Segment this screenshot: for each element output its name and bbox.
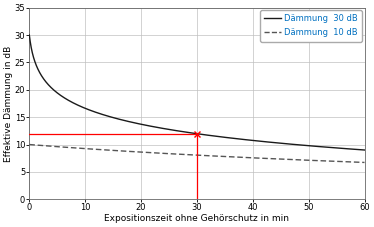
X-axis label: Expositionszeit ohne Gehörschutz in min: Expositionszeit ohne Gehörschutz in min	[104, 214, 289, 223]
Dämmung  10 dB	[27, 143, 31, 146]
Dämmung  10 dB	[230, 155, 235, 158]
Dämmung  10 dB	[138, 151, 143, 153]
Dämmung  10 dB	[160, 152, 165, 155]
Dämmung  30 dB	[94, 111, 98, 114]
Dämmung  30 dB	[160, 127, 165, 130]
Dämmung  30 dB	[362, 149, 367, 151]
Dämmung  30 dB	[188, 131, 193, 134]
Dämmung  10 dB	[362, 161, 367, 164]
Dämmung  10 dB	[188, 153, 193, 156]
Dämmung  30 dB	[230, 137, 235, 140]
Legend: Dämmung  30 dB, Dämmung  10 dB: Dämmung 30 dB, Dämmung 10 dB	[260, 10, 362, 42]
Dämmung  30 dB	[138, 123, 143, 126]
Dämmung  30 dB	[347, 148, 352, 150]
Line: Dämmung  10 dB: Dämmung 10 dB	[29, 145, 365, 163]
Dämmung  30 dB	[27, 34, 31, 36]
Y-axis label: Effektive Dämmung in dB: Effektive Dämmung in dB	[4, 45, 13, 162]
Dämmung  10 dB	[94, 148, 98, 151]
Dämmung  10 dB	[347, 160, 352, 163]
Line: Dämmung  30 dB: Dämmung 30 dB	[29, 35, 365, 150]
